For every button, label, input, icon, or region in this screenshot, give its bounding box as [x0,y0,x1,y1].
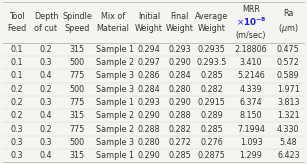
Text: 0.572: 0.572 [277,58,300,67]
Text: Sample 1: Sample 1 [96,45,134,54]
Text: 0.280: 0.280 [168,85,191,94]
Text: 8.150: 8.150 [240,111,262,120]
Text: 6.374: 6.374 [240,98,262,107]
Text: Sample 1: Sample 1 [96,98,134,107]
Text: 2.18806: 2.18806 [235,45,267,54]
Text: 0.3: 0.3 [10,138,23,147]
Text: 0.2: 0.2 [10,98,23,107]
Text: 0.3: 0.3 [40,138,52,147]
Text: Initial
Weight: Initial Weight [135,12,163,32]
Text: 0.282: 0.282 [200,85,223,94]
Text: 0.4: 0.4 [40,151,52,160]
Text: 1.971: 1.971 [277,85,300,94]
Text: Mix of
Material: Mix of Material [97,12,130,32]
Text: 0.290: 0.290 [138,151,161,160]
Text: 7.1994: 7.1994 [237,125,265,134]
Text: 0.285: 0.285 [168,151,191,160]
Text: Sample 2: Sample 2 [96,125,134,134]
Text: 0.2: 0.2 [10,111,23,120]
Text: 0.2915: 0.2915 [198,98,226,107]
Text: 0.289: 0.289 [200,111,223,120]
Text: 0.293: 0.293 [168,45,191,54]
Text: 775: 775 [69,71,85,80]
Text: 0.1: 0.1 [10,45,23,54]
Text: 0.284: 0.284 [168,71,191,80]
Text: 775: 775 [69,125,85,134]
Text: Tool
Feed: Tool Feed [7,12,26,32]
Text: Ra
($\mu$m): Ra ($\mu$m) [278,9,299,35]
Text: 0.475: 0.475 [277,45,300,54]
Text: 5.2146: 5.2146 [237,71,265,80]
Text: 1.299: 1.299 [239,151,262,160]
Text: 0.3: 0.3 [40,58,52,67]
Text: 315: 315 [69,45,85,54]
Text: 0.2875: 0.2875 [198,151,226,160]
Text: 0.297: 0.297 [138,58,161,67]
Text: 500: 500 [69,138,85,147]
Text: 4.339: 4.339 [240,85,262,94]
Text: 500: 500 [69,85,85,94]
Text: 1.093: 1.093 [240,138,262,147]
Text: 6.423: 6.423 [277,151,300,160]
Text: 4.330: 4.330 [277,125,300,134]
Text: 0.294: 0.294 [138,45,161,54]
Text: 0.276: 0.276 [200,138,223,147]
Text: 0.1: 0.1 [10,71,23,80]
Text: 0.2: 0.2 [10,85,23,94]
Text: 0.1: 0.1 [10,58,23,67]
Text: Average
Weight: Average Weight [195,12,228,32]
Text: Sample 3: Sample 3 [96,71,134,80]
Text: 0.272: 0.272 [168,138,191,147]
Text: 0.284: 0.284 [138,85,161,94]
Text: 1.321: 1.321 [277,111,300,120]
Text: 315: 315 [69,151,85,160]
Text: 315: 315 [69,111,85,120]
Text: 5.48: 5.48 [280,138,297,147]
Text: 0.2: 0.2 [40,85,52,94]
Text: 0.285: 0.285 [200,71,223,80]
Text: 0.2935: 0.2935 [198,45,226,54]
Text: 0.290: 0.290 [168,98,191,107]
Text: 0.288: 0.288 [168,111,191,120]
Text: 0.293: 0.293 [138,98,161,107]
Text: 0.4: 0.4 [40,71,52,80]
Text: Sample 1: Sample 1 [96,151,134,160]
Text: 500: 500 [69,58,85,67]
Text: (m/sec): (m/sec) [236,31,266,40]
Text: 0.282: 0.282 [168,125,191,134]
Text: 0.288: 0.288 [138,125,161,134]
Text: Sample 3: Sample 3 [96,85,134,94]
Text: 3.813: 3.813 [277,98,300,107]
Text: 0.589: 0.589 [277,71,300,80]
Text: Sample 2: Sample 2 [96,58,134,67]
Text: 0.290: 0.290 [138,111,161,120]
Text: 3.410: 3.410 [240,58,262,67]
Text: 0.293.5: 0.293.5 [196,58,227,67]
Text: Final
Weight: Final Weight [165,12,193,32]
Text: 0.2: 0.2 [40,45,52,54]
Text: 0.4: 0.4 [40,111,52,120]
Text: 0.2: 0.2 [40,125,52,134]
Text: 0.3: 0.3 [40,98,52,107]
Text: 0.286: 0.286 [138,71,161,80]
Text: 0.3: 0.3 [10,151,23,160]
Text: $\times\mathbf{10^{-8}}$: $\times\mathbf{10^{-8}}$ [236,16,266,28]
Text: Depth
of cut: Depth of cut [34,12,58,32]
Text: Sample 3: Sample 3 [96,138,134,147]
Text: 0.290: 0.290 [168,58,191,67]
Text: Spindle
Speed: Spindle Speed [62,12,92,32]
Text: 0.3: 0.3 [10,125,23,134]
Text: 0.280: 0.280 [138,138,161,147]
Text: 775: 775 [69,98,85,107]
Text: MRR: MRR [242,5,260,13]
Text: Sample 2: Sample 2 [96,111,134,120]
Text: 0.285: 0.285 [200,125,223,134]
